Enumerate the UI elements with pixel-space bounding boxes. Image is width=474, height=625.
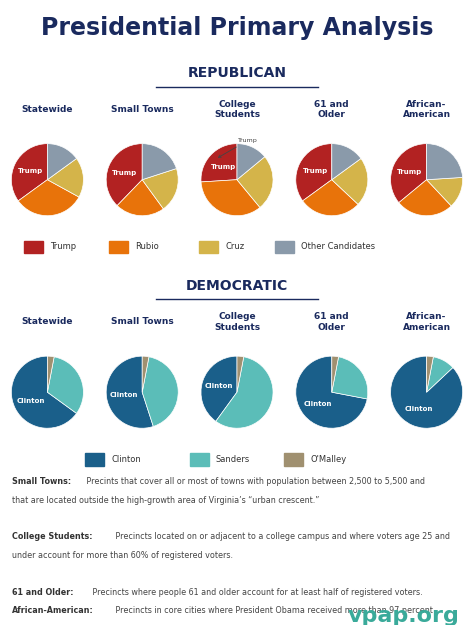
Wedge shape [201, 144, 237, 182]
Wedge shape [142, 356, 149, 392]
Wedge shape [391, 144, 427, 202]
Wedge shape [296, 144, 332, 201]
Text: O'Malley: O'Malley [310, 455, 346, 464]
Wedge shape [201, 180, 260, 216]
Text: Clinton: Clinton [17, 398, 45, 404]
Text: Clinton: Clinton [111, 455, 141, 464]
Text: Trump: Trump [18, 168, 43, 174]
Text: under account for more than 60% of registered voters.: under account for more than 60% of regis… [12, 551, 233, 560]
Text: 61 and Older:: 61 and Older: [12, 588, 73, 597]
Text: Precincts located on or adjacent to a college campus and where voters age 25 and: Precincts located on or adjacent to a co… [113, 532, 450, 541]
Text: Small Towns: Small Towns [111, 105, 173, 114]
Text: 61 and
Older: 61 and Older [314, 99, 349, 119]
Bar [199, 241, 218, 253]
Wedge shape [427, 177, 463, 206]
Text: Trump: Trump [50, 242, 76, 251]
Wedge shape [303, 180, 358, 216]
Wedge shape [201, 356, 237, 421]
Wedge shape [296, 356, 367, 428]
Text: Rubio: Rubio [135, 242, 159, 251]
Wedge shape [237, 356, 244, 392]
Wedge shape [427, 144, 463, 180]
Text: Precints that cover all or most of towns with population between 2,500 to 5,500 : Precints that cover all or most of towns… [83, 477, 425, 486]
Text: Clinton: Clinton [109, 392, 138, 398]
Text: Clinton: Clinton [205, 383, 233, 389]
Text: REPUBLICAN: REPUBLICAN [188, 66, 286, 81]
Wedge shape [237, 157, 273, 208]
Text: that are located outside the high-growth area of Virginia’s “urban crescent.”: that are located outside the high-growth… [12, 496, 319, 504]
Wedge shape [142, 169, 178, 209]
Bar [275, 241, 294, 253]
Wedge shape [332, 356, 338, 392]
Wedge shape [427, 357, 453, 392]
Wedge shape [142, 144, 176, 180]
Bar [24, 241, 43, 253]
Text: Small Towns: Small Towns [111, 318, 173, 326]
Text: African-American:: African-American: [12, 606, 93, 615]
Text: African-
American: African- American [402, 99, 451, 119]
Wedge shape [47, 144, 76, 180]
Text: College
Students: College Students [214, 312, 260, 332]
Text: African-
American: African- American [402, 312, 451, 332]
Text: vpap.org: vpap.org [348, 606, 460, 625]
Wedge shape [47, 357, 83, 413]
Text: Precincts in core cities where President Obama received more than 97 percent: Precincts in core cities where President… [113, 606, 433, 615]
Wedge shape [399, 180, 451, 216]
Text: Small Towns:: Small Towns: [12, 477, 71, 486]
Text: Other Candidates: Other Candidates [301, 242, 375, 251]
Text: 61 and
Older: 61 and Older [314, 312, 349, 332]
Text: Cruz: Cruz [225, 242, 244, 251]
Wedge shape [237, 144, 265, 180]
Wedge shape [332, 144, 361, 180]
Text: Sanders: Sanders [216, 455, 250, 464]
Wedge shape [106, 356, 153, 428]
Text: Trump: Trump [112, 169, 137, 176]
Text: Trump: Trump [211, 164, 236, 170]
Text: Precincts where people 61 and older account for at least half of registered vote: Precincts where people 61 and older acco… [90, 588, 422, 597]
Text: Trump: Trump [302, 168, 328, 174]
Wedge shape [11, 144, 47, 201]
Wedge shape [11, 356, 76, 428]
Bar [85, 453, 104, 466]
Wedge shape [332, 357, 368, 399]
Text: Clinton: Clinton [405, 406, 433, 412]
Wedge shape [332, 159, 368, 204]
Text: Statewide: Statewide [22, 105, 73, 114]
Wedge shape [47, 356, 54, 392]
Text: Presidential Primary Analysis: Presidential Primary Analysis [41, 16, 433, 40]
Wedge shape [142, 357, 178, 426]
Wedge shape [18, 180, 79, 216]
Wedge shape [47, 159, 83, 197]
Wedge shape [106, 144, 142, 206]
Text: Clinton: Clinton [303, 401, 331, 407]
Text: Statewide: Statewide [22, 318, 73, 326]
Text: College Students:: College Students: [12, 532, 92, 541]
Text: Trump: Trump [397, 169, 422, 175]
Bar [190, 453, 209, 466]
Bar [284, 453, 303, 466]
Wedge shape [391, 356, 463, 428]
Wedge shape [117, 180, 164, 216]
Wedge shape [427, 356, 433, 392]
Text: College
Students: College Students [214, 99, 260, 119]
Text: Trump: Trump [219, 138, 258, 158]
Wedge shape [216, 357, 273, 428]
Text: DEMOCRATIC: DEMOCRATIC [186, 279, 288, 293]
Bar [109, 241, 128, 253]
